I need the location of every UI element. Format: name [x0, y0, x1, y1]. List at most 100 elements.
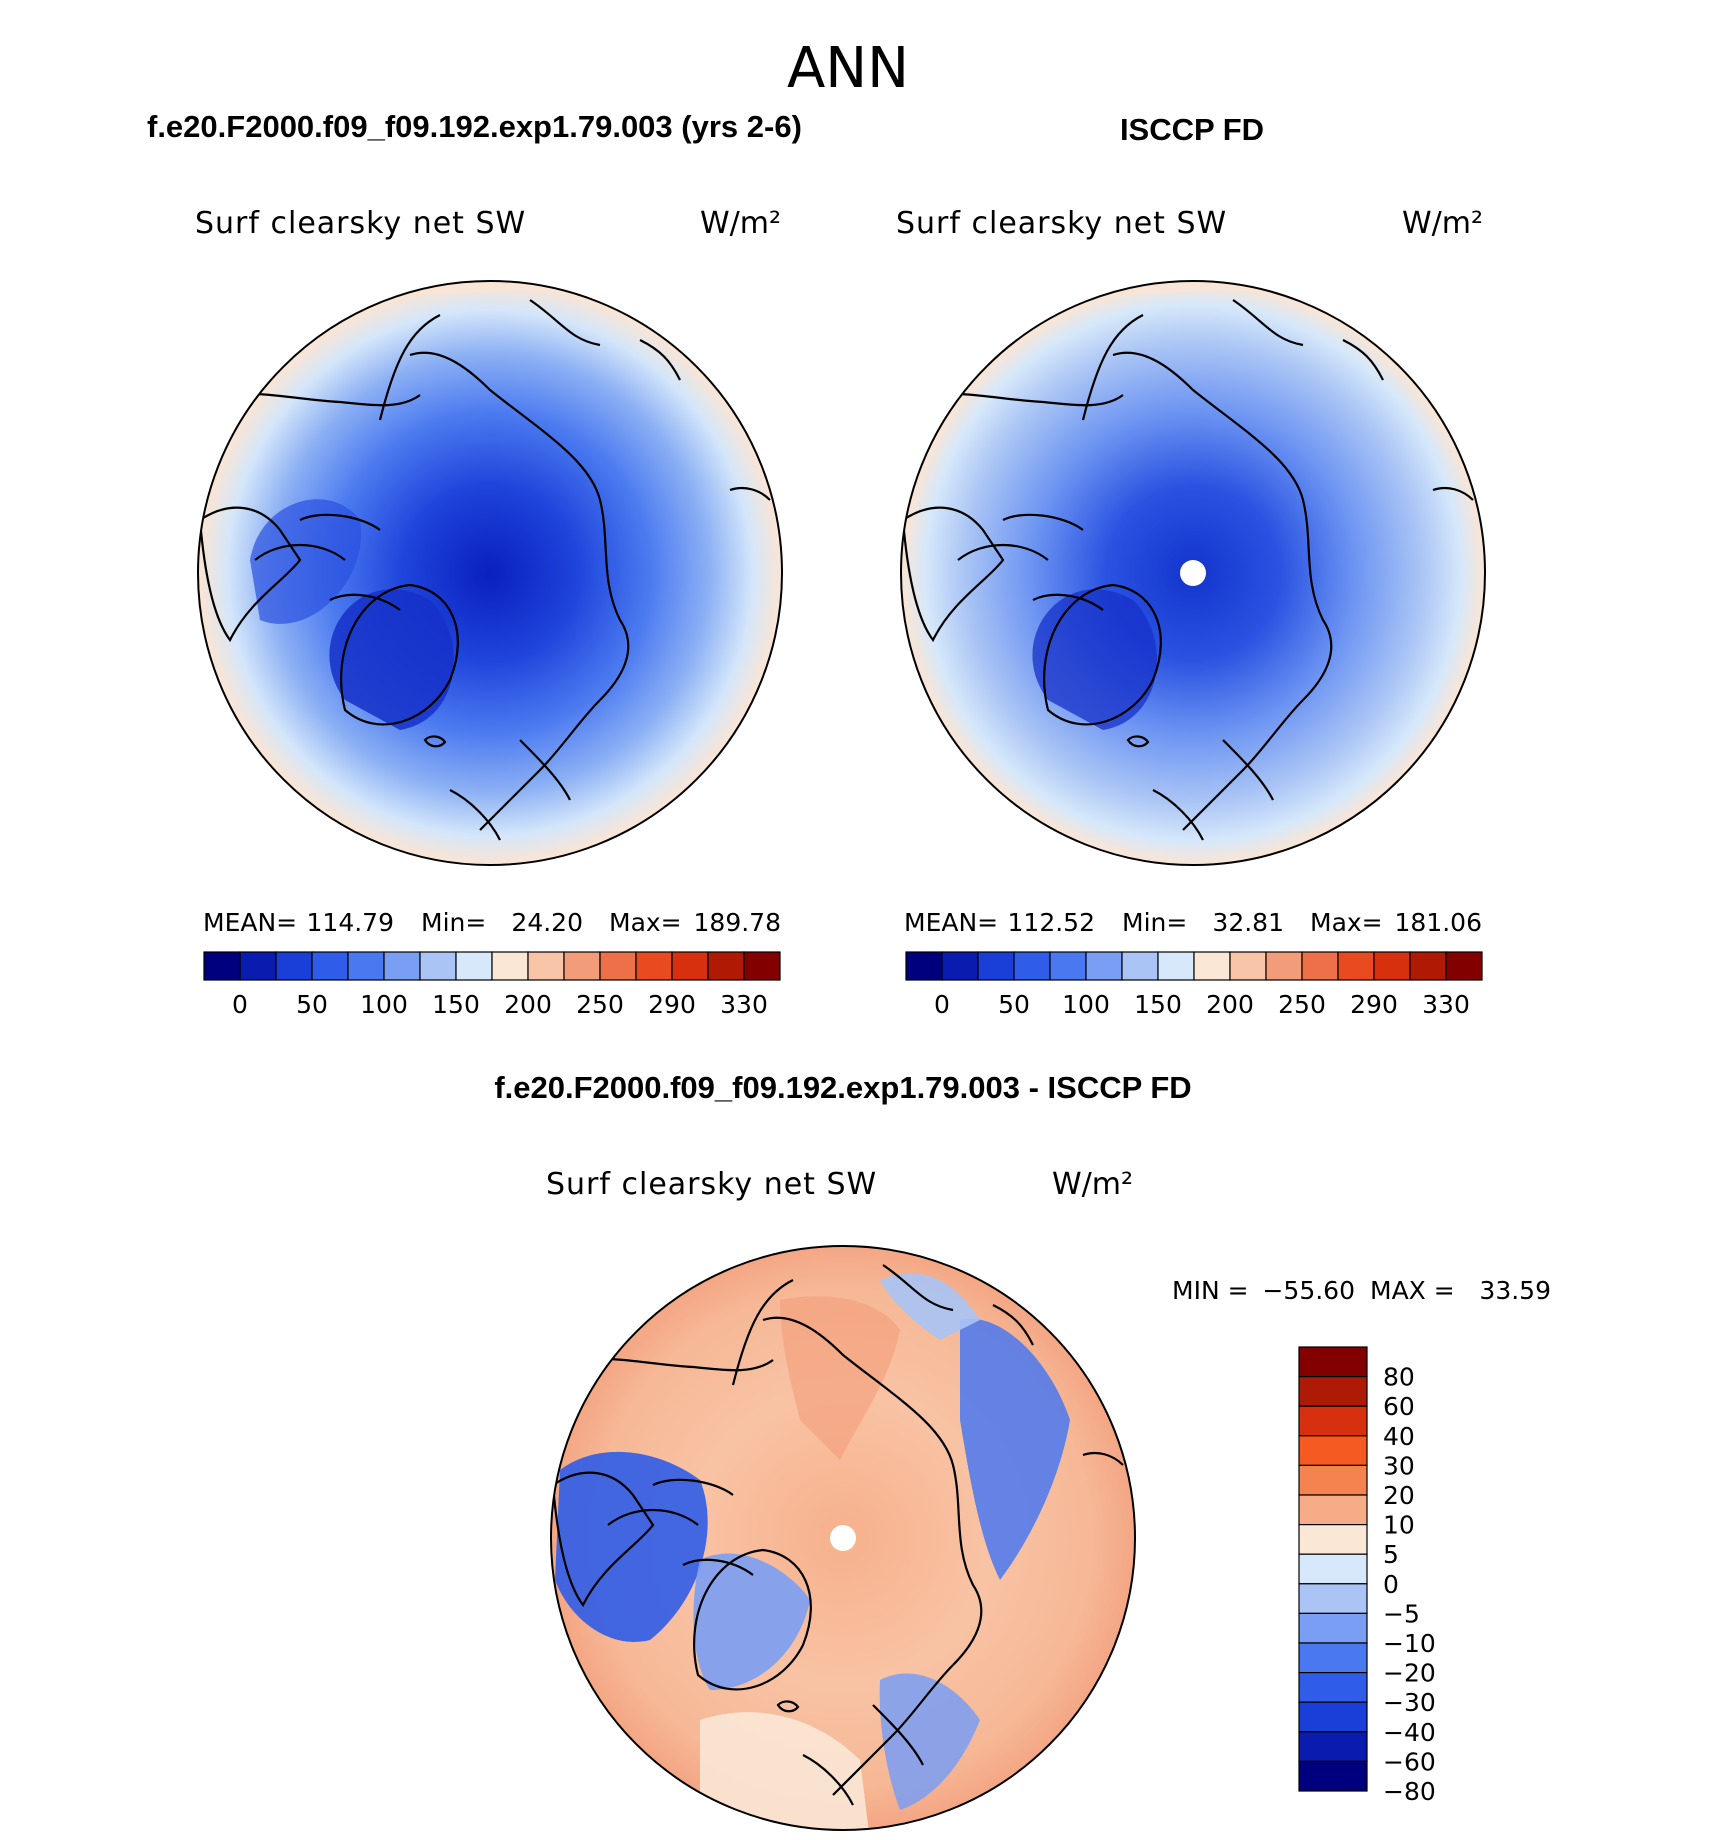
colorbar-swatch	[977, 951, 1015, 981]
colorbar-swatch	[527, 951, 565, 981]
obs-units-label: W/m²	[1402, 206, 1483, 241]
colorbar-tick-label: 200	[1206, 990, 1254, 1019]
model-mean-value: 114.79	[307, 908, 394, 937]
colorbar-swatch	[383, 951, 421, 981]
colorbar-swatch	[1193, 951, 1231, 981]
diff-min-value: −55.60	[1262, 1276, 1355, 1305]
colorbar-swatch	[491, 951, 529, 981]
colorbar-swatch	[1298, 1523, 1368, 1555]
colorbar-swatch	[203, 951, 241, 981]
colorbar-tick-label: 100	[360, 990, 408, 1019]
model-min-label: Min=	[421, 908, 486, 937]
colorbar-tick-label: 5	[1383, 1540, 1399, 1569]
colorbar-swatch	[1298, 1553, 1368, 1585]
colorbar-swatch	[1085, 951, 1123, 981]
model-greenland-field	[329, 589, 454, 730]
colorbar-swatch	[671, 951, 709, 981]
colorbar-swatch	[1298, 1346, 1368, 1378]
colorbar-tick-label: −30	[1383, 1688, 1436, 1717]
colorbar-swatch	[1445, 951, 1483, 981]
colorbar-tick-label: 0	[232, 990, 248, 1019]
colorbar-swatch	[563, 951, 601, 981]
obs-colorbar: 0 50 100 150 200 250 290 330	[905, 951, 1483, 1019]
colorbar-swatch	[1121, 951, 1159, 981]
colorbar-swatch	[311, 951, 349, 981]
colorbar-swatch	[1298, 1760, 1368, 1792]
colorbar-swatch	[1298, 1405, 1368, 1437]
colorbar-swatch	[1298, 1612, 1368, 1644]
obs-max-value: 181.06	[1395, 908, 1482, 937]
colorbar-swatch	[1298, 1642, 1368, 1674]
colorbar-swatch	[941, 951, 979, 981]
diff-max-value: 33.59	[1479, 1276, 1551, 1305]
colorbar-tick-label: 150	[432, 990, 480, 1019]
colorbar-swatch	[599, 951, 637, 981]
diff-map-border	[550, 1245, 1136, 1831]
colorbar-swatch	[1298, 1701, 1368, 1733]
colorbar-tick-label: 60	[1383, 1392, 1415, 1421]
colorbar-swatch	[1049, 951, 1087, 981]
colorbar-tick-label: −40	[1383, 1718, 1436, 1747]
colorbar-tick-label: 200	[504, 990, 552, 1019]
colorbar-tick-label: 0	[934, 990, 950, 1019]
diff-anomaly-fields	[555, 1273, 1070, 1830]
diff-map	[550, 1245, 1136, 1831]
colorbar-swatch	[1157, 951, 1195, 981]
colorbar-tick-label: 330	[720, 990, 768, 1019]
model-max-label: Max=	[609, 908, 682, 937]
obs-mean-value: 112.52	[1008, 908, 1095, 937]
colorbar-swatch	[905, 951, 943, 981]
colorbar-tick-label: 50	[296, 990, 328, 1019]
model-colorbar: 0 50 100 150 200 250 290 330	[203, 951, 781, 1019]
diff-min-label: MIN =	[1172, 1276, 1249, 1305]
model-archipelago-field	[250, 499, 362, 624]
colorbar-tick-label: 10	[1383, 1511, 1415, 1540]
model-units-label: W/m²	[700, 206, 781, 241]
obs-variable-label: Surf clearsky net SW	[896, 206, 1227, 241]
model-map	[197, 280, 783, 866]
colorbar-swatch	[1298, 1375, 1368, 1407]
colorbar-swatch	[1298, 1731, 1368, 1763]
colorbar-tick-label: 0	[1383, 1570, 1399, 1599]
obs-greenland-field	[1032, 589, 1157, 730]
colorbar-tick-label: 50	[998, 990, 1030, 1019]
colorbar-swatch	[635, 951, 673, 981]
obs-max-label: Max=	[1310, 908, 1383, 937]
colorbar-swatch	[1265, 951, 1303, 981]
model-max-value: 189.78	[694, 908, 781, 937]
colorbar-swatch	[1229, 951, 1267, 981]
colorbar-swatch	[1298, 1435, 1368, 1467]
colorbar-tick-label: 20	[1383, 1481, 1415, 1510]
diff-variable-label: Surf clearsky net SW	[546, 1167, 877, 1202]
obs-map	[900, 280, 1486, 866]
colorbar-swatch	[239, 951, 277, 981]
colorbar-swatch	[1298, 1464, 1368, 1496]
colorbar-tick-label: 290	[1350, 990, 1398, 1019]
diff-max-label: MAX =	[1370, 1276, 1455, 1305]
colorbar-swatch	[275, 951, 313, 981]
colorbar-tick-label: 330	[1422, 990, 1470, 1019]
colorbar-tick-label: 80	[1383, 1363, 1415, 1392]
model-map-border	[197, 280, 783, 866]
colorbar-tick-label: −20	[1383, 1659, 1436, 1688]
colorbar-tick-label: 40	[1383, 1422, 1415, 1451]
obs-case-title: ISCCP FD	[1120, 112, 1264, 147]
colorbar-swatch	[1301, 951, 1339, 981]
colorbar-swatch	[455, 951, 493, 981]
model-min-value: 24.20	[511, 908, 583, 937]
colorbar-swatch	[743, 951, 781, 981]
colorbar-tick-label: −5	[1383, 1599, 1420, 1628]
model-variable-label: Surf clearsky net SW	[195, 206, 526, 241]
diff-case-title: f.e20.F2000.f09_f09.192.exp1.79.003 - IS…	[494, 1070, 1191, 1105]
obs-polar-hole	[1180, 560, 1206, 586]
colorbar-swatch	[1409, 951, 1447, 981]
diff-units-label: W/m²	[1052, 1167, 1133, 1202]
colorbar-swatch	[707, 951, 745, 981]
colorbar-tick-label: −10	[1383, 1629, 1436, 1658]
model-map-field	[198, 281, 782, 865]
obs-min-label: Min=	[1122, 908, 1187, 937]
colorbar-tick-label: 290	[648, 990, 696, 1019]
model-mean-label: MEAN=	[203, 908, 297, 937]
colorbar-tick-label: 100	[1062, 990, 1110, 1019]
